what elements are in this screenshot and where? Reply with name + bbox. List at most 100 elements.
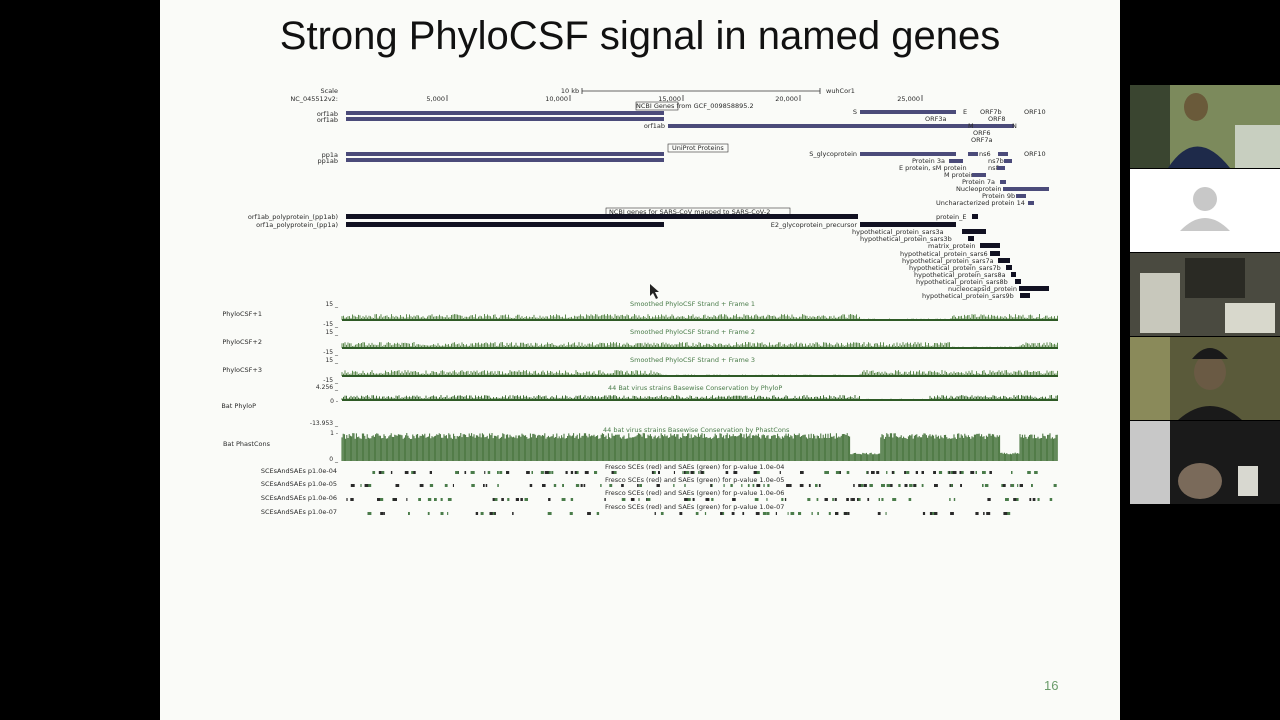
sce-mark <box>364 484 369 487</box>
phylocsf2-min: -15 _ <box>323 349 339 356</box>
sce1-label: SCEsAndSAEs p1.0e-04 <box>261 467 337 475</box>
sce-mark <box>730 484 733 487</box>
participant-video-5[interactable] <box>1130 421 1280 504</box>
sce-mark <box>489 512 493 515</box>
participant-video-4[interactable] <box>1130 337 1280 420</box>
sce-mark <box>878 498 880 501</box>
sce-mark <box>852 498 855 501</box>
sce-mark <box>574 471 578 474</box>
sce-mark <box>692 498 695 501</box>
sce-mark <box>364 484 367 487</box>
sce-mark <box>755 512 760 515</box>
sars-label-3a: hypothetical_protein_sars3a <box>852 228 944 236</box>
sce-mark <box>807 498 811 501</box>
sce-mark <box>395 484 400 487</box>
sce-mark <box>1011 471 1013 474</box>
uniprot-label-n: Nucleoprotein <box>956 185 1001 193</box>
sce-mark <box>378 471 382 474</box>
sce-mark <box>682 471 684 474</box>
participant-video-3[interactable] <box>1130 253 1280 336</box>
sce-mark <box>658 471 660 474</box>
sce-mark <box>551 471 554 474</box>
sce-mark <box>886 471 888 474</box>
sce-mark <box>685 471 690 474</box>
sce-mark <box>639 484 642 487</box>
phastcons-signal <box>341 433 1058 461</box>
sce-mark <box>350 498 354 501</box>
phylocsf2-label: PhyloCSF+2 <box>222 338 262 346</box>
phylocsf2-max: 15 _ <box>325 329 339 336</box>
sce-mark <box>756 471 760 474</box>
sce-mark <box>983 512 985 515</box>
sars-label-8b: hypothetical_protein_sars8b <box>916 278 1008 286</box>
signal-tracks <box>341 314 1058 461</box>
sce4-title: Fresco SCEs (red) and SAEs (green) for p… <box>605 503 784 511</box>
sce-mark <box>512 512 514 515</box>
sce2-label: SCEsAndSAEs p1.0e-05 <box>261 480 337 488</box>
sce-mark <box>570 498 574 501</box>
slide-page-number: 16 <box>1044 678 1059 693</box>
ncbi-gene-label-orf7a: ORF7a <box>971 136 993 144</box>
ncbi-gene-label-orf7b: ORF7b <box>980 108 1002 116</box>
participant-video-2[interactable] <box>1130 169 1280 252</box>
uniprot-label-m: M protein <box>944 171 975 179</box>
sce-mark <box>892 498 897 501</box>
sce-mark <box>779 471 781 474</box>
chrom-label: NC_045512v2: <box>290 95 338 103</box>
sce-mark <box>961 471 964 474</box>
sce-mark <box>891 471 894 474</box>
uniprot-label-9b: Protein 9b <box>982 192 1015 200</box>
slide-title: Strong PhyloCSF signal in named genes <box>279 14 1001 58</box>
sce-mark <box>766 498 768 501</box>
scale-label: Scale <box>321 87 339 95</box>
ruler-tick-label: 5,000 <box>426 95 445 103</box>
sce-mark <box>434 498 437 501</box>
sce-mark <box>515 498 519 501</box>
sce-mark <box>690 471 694 474</box>
sce-mark <box>480 512 484 515</box>
sce-mark <box>866 471 868 474</box>
sce-mark <box>1049 498 1053 501</box>
sce-mark <box>934 484 938 487</box>
uniprot-label-e: E protein, sM protein <box>899 164 967 172</box>
sce-mark <box>816 498 819 501</box>
sce-mark <box>747 484 750 487</box>
sce-mark <box>799 484 802 487</box>
sce-mark <box>660 512 664 515</box>
sce-mark <box>447 498 452 501</box>
sce-mark <box>711 484 713 487</box>
sars-pp1a-bar <box>346 222 664 227</box>
sce2-title: Fresco SCEs (red) and SAEs (green) for p… <box>605 476 784 484</box>
phylocsf-tracks: Smoothed PhyloCSF Strand + Frame 1 Phylo… <box>222 300 755 384</box>
sce-mark <box>452 484 454 487</box>
sce-mark <box>835 471 840 474</box>
sce-marks <box>346 471 1057 515</box>
uniprot-label-7a: Protein 7a <box>962 178 995 186</box>
ncbi-gene-label-e: E <box>963 108 967 116</box>
sce-mark <box>913 484 917 487</box>
sce-mark <box>383 512 385 515</box>
sce-mark <box>526 471 530 474</box>
sce-mark <box>932 512 935 515</box>
sce-mark <box>775 512 777 515</box>
ncbi-gene-orf1a-bar <box>346 117 664 121</box>
sce-mark <box>1034 471 1038 474</box>
ncbi-genes-title: NCBI Genes from GCF_009858895.2 <box>636 102 754 110</box>
ncbi-genes-title-box <box>635 101 679 111</box>
participant-video-1[interactable] <box>1130 85 1280 168</box>
sce-mark <box>904 484 908 487</box>
sce-mark <box>529 484 533 487</box>
sce-mark <box>1053 484 1057 487</box>
sars-pp1ab-bar <box>346 214 858 219</box>
sce-mark <box>406 498 408 501</box>
sce-mark <box>1037 498 1040 501</box>
ruler-tick-label: 20,000 <box>775 95 798 103</box>
sce-mark <box>698 471 700 474</box>
ncbi-left-label-1: orf1ab <box>317 110 338 118</box>
sce-mark <box>948 471 950 474</box>
sce-mark <box>594 471 598 474</box>
sce-mark <box>857 498 861 501</box>
sce-mark <box>704 512 707 515</box>
sars-e2-bar <box>860 222 956 227</box>
sce-mark <box>982 484 984 487</box>
